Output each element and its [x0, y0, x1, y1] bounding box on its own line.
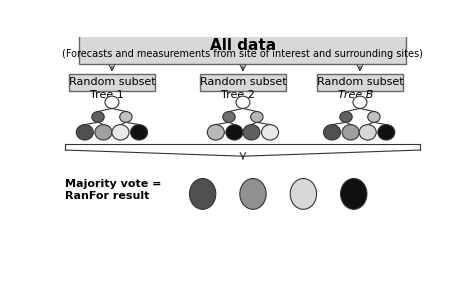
Ellipse shape: [95, 125, 112, 140]
Ellipse shape: [251, 111, 263, 122]
FancyBboxPatch shape: [201, 74, 285, 91]
Ellipse shape: [76, 125, 93, 140]
Ellipse shape: [190, 178, 216, 209]
FancyBboxPatch shape: [317, 74, 402, 91]
Ellipse shape: [240, 178, 266, 209]
FancyBboxPatch shape: [80, 34, 406, 64]
Text: Tree B: Tree B: [338, 90, 374, 100]
Ellipse shape: [341, 178, 367, 209]
Text: Majority vote =
RanFor result: Majority vote = RanFor result: [65, 179, 162, 201]
Text: Random subset: Random subset: [200, 77, 286, 87]
Text: (Forecasts and measurements from site of interest and surrounding sites): (Forecasts and measurements from site of…: [63, 49, 423, 59]
Ellipse shape: [223, 111, 235, 122]
Ellipse shape: [120, 111, 132, 122]
Ellipse shape: [359, 125, 376, 140]
Ellipse shape: [290, 178, 317, 209]
Ellipse shape: [243, 125, 260, 140]
Ellipse shape: [226, 125, 243, 140]
Text: Tree 1: Tree 1: [90, 90, 124, 100]
Ellipse shape: [236, 96, 250, 108]
Text: Random subset: Random subset: [317, 77, 403, 87]
FancyBboxPatch shape: [69, 74, 155, 91]
Ellipse shape: [262, 125, 279, 140]
Text: Random subset: Random subset: [69, 77, 155, 87]
Ellipse shape: [378, 125, 395, 140]
Text: All data: All data: [210, 38, 276, 53]
Text: Tree 2: Tree 2: [221, 90, 255, 100]
Ellipse shape: [368, 111, 380, 122]
Ellipse shape: [112, 125, 129, 140]
Ellipse shape: [207, 125, 224, 140]
Ellipse shape: [130, 125, 147, 140]
Ellipse shape: [92, 111, 104, 122]
Ellipse shape: [342, 125, 359, 140]
Ellipse shape: [105, 96, 119, 108]
Ellipse shape: [324, 125, 341, 140]
Ellipse shape: [353, 96, 367, 108]
Ellipse shape: [340, 111, 352, 122]
